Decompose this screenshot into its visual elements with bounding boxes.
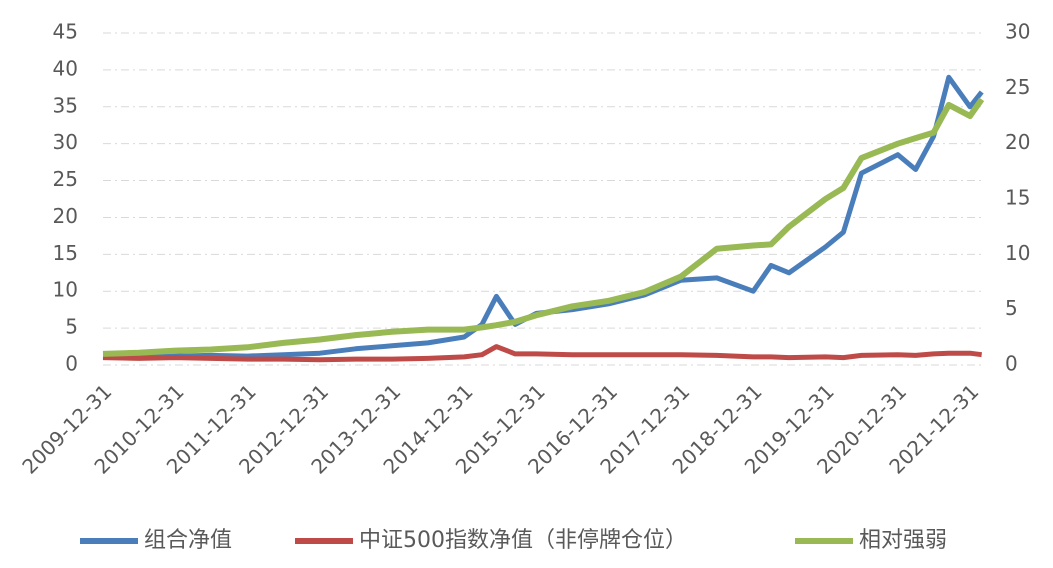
y2-tick-label: 30: [1005, 20, 1030, 44]
y-tick-label: 25: [53, 167, 78, 191]
y2-tick-label: 20: [1005, 130, 1030, 154]
y2-tick-label: 5: [1005, 296, 1018, 320]
y2-tick-label: 15: [1005, 186, 1030, 210]
y-tick-label: 20: [53, 204, 78, 228]
y2-tick-label: 0: [1005, 352, 1018, 376]
y-tick-label: 15: [53, 241, 78, 265]
y-tick-label: 30: [53, 130, 78, 154]
y2-tick-label: 25: [1005, 75, 1030, 99]
legend-label: 中证500指数净值（非停牌仓位）: [359, 528, 687, 553]
y-tick-label: 40: [53, 56, 78, 80]
y-tick-label: 0: [65, 352, 78, 376]
legend-label: 相对强弱: [859, 528, 947, 553]
y2-tick-label: 10: [1005, 241, 1030, 265]
series-line: [102, 74, 984, 360]
legend-label: 组合净值: [144, 528, 232, 553]
y-tick-label: 35: [53, 93, 78, 117]
y-tick-label: 45: [53, 20, 78, 44]
y-tick-label: 10: [53, 278, 78, 302]
series-line: [102, 97, 985, 357]
y-tick-label: 5: [65, 315, 78, 339]
series-line: [102, 344, 983, 363]
